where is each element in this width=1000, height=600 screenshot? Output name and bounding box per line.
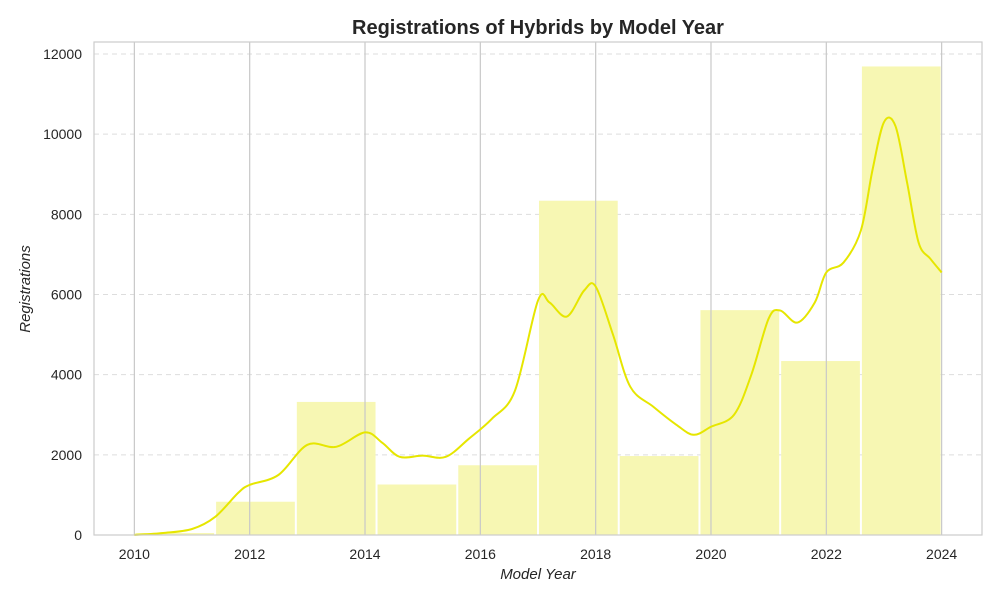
x-tick-label: 2016 (465, 546, 496, 562)
x-tick-label: 2012 (234, 546, 265, 562)
x-axis-label: Model Year (500, 566, 577, 583)
y-tick-label: 4000 (51, 367, 82, 383)
histogram-bar (216, 501, 295, 535)
y-tick-label: 8000 (51, 206, 82, 222)
y-tick-label: 12000 (43, 46, 82, 62)
histogram-bar (296, 401, 376, 535)
x-tick-label: 2022 (811, 546, 842, 562)
histogram-bar (619, 456, 699, 535)
kde-line-layer (134, 116, 943, 536)
grid-layer (94, 53, 982, 536)
histogram-bar (539, 200, 618, 535)
y-tick-label: 0 (74, 527, 82, 543)
x-tick-label: 2020 (695, 546, 726, 562)
plot-frame (93, 41, 983, 536)
x-tick-label: 2024 (926, 546, 957, 562)
histogram-bar (135, 532, 215, 535)
bars-layer (135, 66, 941, 536)
y-tick-labels: 0 2000 4000 6000 8000 10000 12000 (43, 46, 82, 543)
histogram-bar (700, 310, 780, 535)
y-axis-label: Registrations (17, 245, 34, 333)
histogram-bar (377, 484, 457, 535)
x-tick-label: 2010 (119, 546, 150, 562)
histogram-bar (861, 66, 941, 536)
y-tick-label: 6000 (51, 287, 82, 303)
chart-title: Registrations of Hybrids by Model Year (352, 17, 724, 39)
x-tick-label: 2018 (580, 546, 611, 562)
histogram-bar (781, 361, 860, 535)
x-tick-labels: 2010 2012 2014 2016 2018 2020 2022 2024 (119, 546, 958, 562)
kde-line (134, 116, 943, 536)
x-tick-label: 2014 (349, 546, 380, 562)
y-tick-label: 2000 (51, 447, 82, 463)
y-tick-label: 10000 (43, 126, 82, 142)
histogram-bar (458, 465, 537, 535)
